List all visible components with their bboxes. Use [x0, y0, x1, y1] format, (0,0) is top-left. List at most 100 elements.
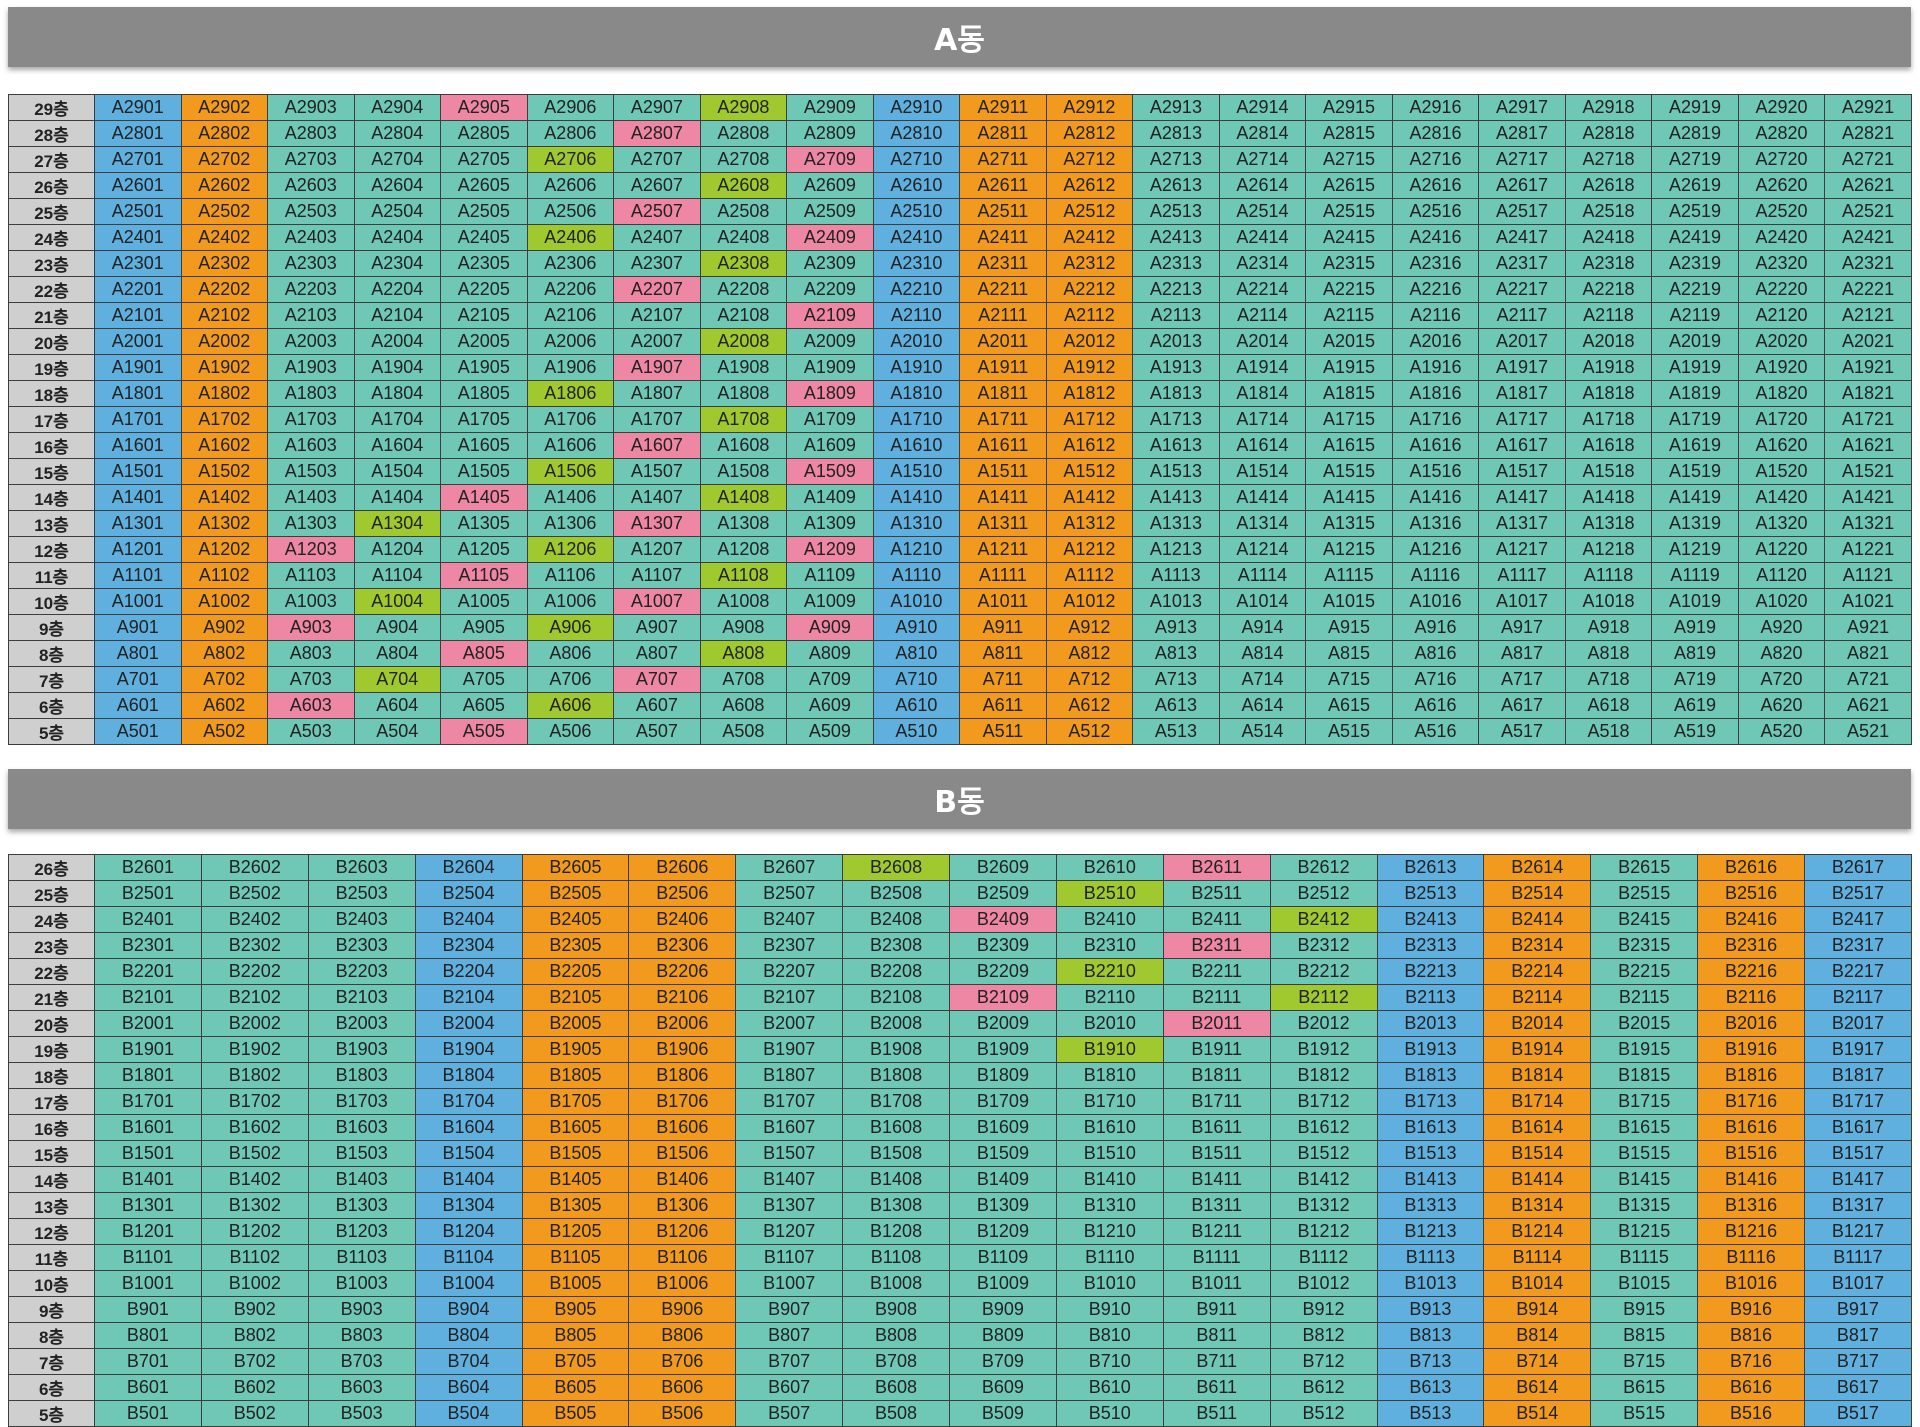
- floor-label: 16층: [8, 1114, 95, 1141]
- unit-cell: B1212: [1269, 1218, 1378, 1245]
- floor-row: 7층 B701 B702 B703 B704 B705 B706 B707 B708 B709 B7…: [8, 1348, 1912, 1375]
- unit-cell: A1720: [1737, 406, 1826, 433]
- unit-cell: A2207: [613, 276, 701, 303]
- unit-cell: A2311: [959, 250, 1047, 277]
- unit-cell: A1508: [699, 458, 788, 485]
- unit-cell: A1311: [959, 510, 1047, 537]
- unit-cell: B1612: [1269, 1114, 1378, 1141]
- unit-cell: A2418: [1564, 224, 1653, 251]
- unit-cell: B2217: [1804, 958, 1912, 985]
- unit-cell: A1107: [613, 562, 701, 589]
- unit-cell: A2102: [180, 302, 269, 329]
- unit-cell: A1211: [959, 536, 1047, 563]
- unit-cell: A1918: [1564, 354, 1653, 381]
- unit-cell: A814: [1218, 640, 1307, 667]
- unit-cell: B1007: [735, 1270, 844, 1297]
- unit-cell: A2820: [1737, 120, 1826, 147]
- unit-cell: A1518: [1564, 458, 1653, 485]
- unit-cell: B1510: [1055, 1140, 1164, 1167]
- unit-cell: B1108: [842, 1244, 950, 1271]
- unit-cell: A1520: [1737, 458, 1826, 485]
- unit-cell: A2801: [94, 120, 182, 147]
- unit-cell: A1704: [353, 406, 442, 433]
- unit-cell: A818: [1564, 640, 1653, 667]
- unit-cell: A2905: [440, 94, 528, 121]
- unit-cell: B914: [1483, 1296, 1592, 1323]
- unit-cell: A806: [526, 640, 615, 667]
- unit-cell: A1705: [440, 406, 528, 433]
- unit-cell: A717: [1478, 666, 1566, 693]
- unit-cell: B1302: [200, 1192, 309, 1219]
- unit-cell: B2514: [1483, 880, 1592, 907]
- unit-cell: A1515: [1305, 458, 1393, 485]
- unit-cell: A2904: [353, 94, 442, 121]
- unit-cell: A506: [526, 718, 615, 745]
- unit-cell: A1703: [267, 406, 355, 433]
- unit-cell: B2402: [200, 906, 309, 933]
- unit-cell: B1303: [307, 1192, 416, 1219]
- unit-cell: B2406: [628, 906, 737, 933]
- unit-cell: A1802: [180, 380, 269, 407]
- floor-label: 24층: [8, 224, 95, 251]
- unit-cell: B2308: [842, 932, 950, 959]
- unit-cell: A2705: [440, 146, 528, 173]
- unit-cell: A2713: [1132, 146, 1220, 173]
- unit-cell: B811: [1162, 1322, 1271, 1349]
- unit-cell: A1921: [1824, 354, 1912, 381]
- unit-cell: B1709: [949, 1088, 1057, 1115]
- unit-cell: B1717: [1804, 1088, 1912, 1115]
- unit-cell: B1109: [949, 1244, 1057, 1271]
- unit-cell: B2307: [735, 932, 844, 959]
- unit-cell: B1601: [94, 1114, 202, 1141]
- unit-cell: A1018: [1564, 588, 1653, 615]
- unit-cell: B1514: [1483, 1140, 1592, 1167]
- unit-cell: B1017: [1804, 1270, 1912, 1297]
- building-a-unit-grid: 29층 A2901 A2902 A2903 A2904 A2905 A2906 A2907 A2…: [8, 94, 1912, 745]
- unit-cell: A2703: [267, 146, 355, 173]
- unit-cell: B1311: [1162, 1192, 1271, 1219]
- unit-cell: A805: [440, 640, 528, 667]
- unit-cell: B1516: [1697, 1140, 1805, 1167]
- unit-cell: A1817: [1478, 380, 1566, 407]
- unit-cell: B1112: [1269, 1244, 1378, 1271]
- unit-cell: A2608: [699, 172, 788, 199]
- unit-cell: B1416: [1697, 1166, 1805, 1193]
- unit-cell: B1610: [1055, 1114, 1164, 1141]
- unit-cell: B2005: [521, 1010, 630, 1037]
- unit-cell: B2413: [1376, 906, 1485, 933]
- unit-cell: B2314: [1483, 932, 1592, 959]
- unit-cell: B2511: [1162, 880, 1271, 907]
- unit-cell: A703: [267, 666, 355, 693]
- unit-cell: A1819: [1651, 380, 1739, 407]
- unit-cell: A1911: [959, 354, 1047, 381]
- unit-cell: B1915: [1590, 1036, 1699, 1063]
- floor-row: 13층 B1301 B1302 B1303 B1304 B1305 B1306 B1307 B1…: [8, 1192, 1912, 1219]
- unit-cell: A1014: [1218, 588, 1307, 615]
- unit-cell: A2516: [1391, 198, 1480, 225]
- unit-cell: B604: [414, 1374, 523, 1401]
- unit-cell: B2408: [842, 906, 950, 933]
- unit-cell: A2419: [1651, 224, 1739, 251]
- unit-cell: A2205: [440, 276, 528, 303]
- unit-cell: A1917: [1478, 354, 1566, 381]
- floor-label: 14층: [8, 484, 95, 511]
- floor-label: 21층: [8, 302, 95, 329]
- unit-cell: A1108: [699, 562, 788, 589]
- unit-cell: B2609: [949, 854, 1057, 881]
- unit-cell: B1702: [200, 1088, 309, 1115]
- unit-cell: A821: [1824, 640, 1912, 667]
- unit-cell: B1002: [200, 1270, 309, 1297]
- unit-cell: B2509: [949, 880, 1057, 907]
- unit-cell: B1408: [842, 1166, 950, 1193]
- floor-row: 13층 A1301 A1302 A1303 A1304 A1305 A1306 A1307 A1…: [8, 510, 1912, 537]
- floor-label: 10층: [8, 588, 95, 615]
- floor-row: 11층 A1101 A1102 A1103 A1104 A1105 A1106 A1107 A1…: [8, 562, 1912, 589]
- unit-cell: A2104: [353, 302, 442, 329]
- unit-cell: B807: [735, 1322, 844, 1349]
- unit-cell: B2508: [842, 880, 950, 907]
- floor-row: 20층 B2001 B2002 B2003 B2004 B2005 B2006 B2007 B2…: [8, 1010, 1912, 1037]
- unit-cell: B2512: [1269, 880, 1378, 907]
- unit-cell: B1508: [842, 1140, 950, 1167]
- unit-cell: A1001: [94, 588, 182, 615]
- floor-label: 29층: [8, 94, 95, 121]
